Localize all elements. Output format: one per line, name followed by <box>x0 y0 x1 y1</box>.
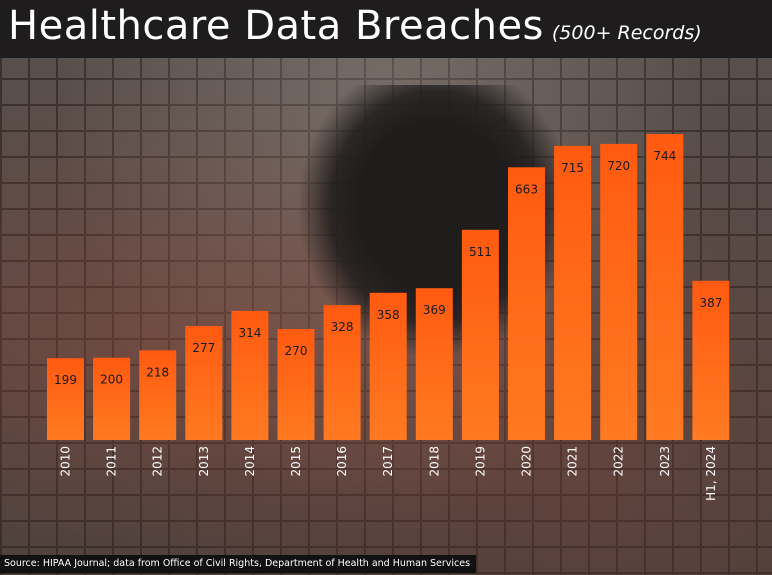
bar-2013 <box>185 326 223 440</box>
source-note: Source: HIPAA Journal; data from Office … <box>0 555 477 573</box>
bar-2012 <box>139 350 177 440</box>
bar-value-label-2014: 314 <box>238 326 261 340</box>
bar-2014 <box>231 310 269 440</box>
x-tick-label-2012: 2012 <box>151 446 165 477</box>
bar-value-label-2012: 218 <box>146 365 169 379</box>
bar-value-label-2023: 744 <box>653 149 676 163</box>
bar-value-label-2013: 277 <box>192 341 215 355</box>
title-band <box>0 0 772 58</box>
chart-title-text: Healthcare Data Breaches <box>8 3 544 49</box>
chart-title: Healthcare Data Breaches (500+ Records) <box>8 3 702 49</box>
x-tick-label-2020: 2020 <box>520 446 534 477</box>
x-tick-label-2019: 2019 <box>473 446 487 477</box>
bar-value-label-2016: 328 <box>331 320 354 334</box>
bar-value-label-2021: 715 <box>561 161 584 175</box>
bars-group <box>47 134 730 441</box>
x-tick-label-2014: 2014 <box>243 446 257 477</box>
x-tick-label-2013: 2013 <box>197 446 211 477</box>
x-tick-label-2022: 2022 <box>612 446 626 477</box>
bar-value-label-h1-2024: 387 <box>699 296 722 310</box>
bar-2017 <box>369 292 407 440</box>
bar-value-label-2018: 369 <box>423 303 446 317</box>
bar-h1-2024 <box>692 280 730 440</box>
x-tick-labels-group: 2010 2011 2012 2013 2014 2015 2016 2017 2018 2019… <box>59 446 718 501</box>
bar-value-label-2020: 663 <box>515 182 538 196</box>
bar-value-label-2011: 200 <box>100 373 123 387</box>
x-tick-label-2017: 2017 <box>381 446 395 477</box>
bar-2021 <box>554 145 592 440</box>
x-tick-label-2018: 2018 <box>427 446 441 477</box>
x-tick-label-2021: 2021 <box>566 446 580 477</box>
bar-value-label-2015: 270 <box>285 344 308 358</box>
x-tick-label-2015: 2015 <box>289 446 303 477</box>
bar-2016 <box>323 305 361 440</box>
bar-labels-group: 199 200 218 277 314 270 328 358 369 511 663 715 720 7… <box>54 149 722 387</box>
bar-2011 <box>93 357 131 440</box>
x-tick-label-2016: 2016 <box>335 446 349 477</box>
bar-value-label-2022: 720 <box>607 159 630 173</box>
x-tick-label-2011: 2011 <box>105 446 119 477</box>
bar-2018 <box>415 288 453 440</box>
bar-2019 <box>461 229 499 440</box>
bar-2023 <box>646 134 684 440</box>
x-tick-label-h1-2024: H1, 2024 <box>704 446 718 501</box>
bar-2015 <box>277 329 315 440</box>
chart-subtitle: (500+ Records) <box>551 22 702 44</box>
x-tick-label-2023: 2023 <box>658 446 672 477</box>
bar-value-label-2017: 358 <box>377 308 400 322</box>
bar-2020 <box>508 167 545 441</box>
bar-value-label-2019: 511 <box>469 245 492 259</box>
bar-2010 <box>47 358 84 440</box>
bar-2022 <box>600 143 638 440</box>
x-tick-label-2010: 2010 <box>59 446 73 477</box>
bar-value-label-2010: 199 <box>54 373 77 387</box>
